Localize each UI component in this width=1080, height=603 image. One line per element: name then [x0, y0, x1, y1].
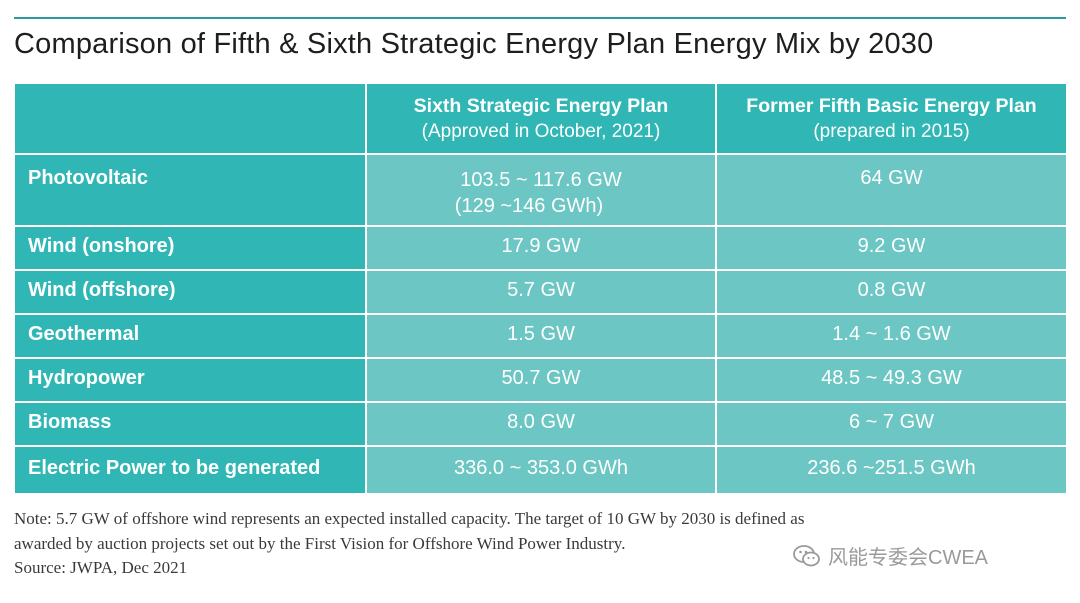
- footnote: Note: 5.7 GW of offshore wind represents…: [14, 507, 1064, 581]
- sixth-value: 336.0 ~ 353.0 GWh: [365, 445, 717, 495]
- header-fifth-title: Former Fifth Basic Energy Plan: [746, 94, 1037, 117]
- sixth-value: 17.9 GW: [365, 225, 717, 271]
- table-row: Wind (offshore) 5.7 GW 0.8 GW: [13, 269, 1068, 315]
- fifth-value: 6 ~ 7 GW: [715, 401, 1068, 447]
- sixth-value: 1.5 GW: [365, 313, 717, 359]
- fifth-value: 9.2 GW: [715, 225, 1068, 271]
- fifth-value: 64 GW: [715, 153, 1068, 227]
- header-sixth-subtitle: (Approved in October, 2021): [421, 120, 661, 142]
- energy-mix-table: Sixth Strategic Energy Plan (Approved in…: [13, 82, 1068, 495]
- sixth-value: 8.0 GW: [365, 401, 717, 447]
- note-line-2: awarded by auction projects set out by t…: [14, 533, 626, 553]
- table-row: Geothermal 1.5 GW 1.4 ~ 1.6 GW: [13, 313, 1068, 359]
- table-row: Biomass 8.0 GW 6 ~ 7 GW: [13, 401, 1068, 447]
- table-row-electric-power: Electric Power to be generated 336.0 ~ 3…: [13, 445, 1068, 495]
- sixth-value-gwh: (129 ~146 GWh): [454, 195, 604, 217]
- watermark-text: 风能专委会CWEA: [828, 547, 988, 569]
- fifth-value: 1.4 ~ 1.6 GW: [715, 313, 1068, 359]
- sixth-value: 103.5 ~ 117.6 GW (129 ~146 GWh): [365, 153, 717, 227]
- row-label: Biomass: [13, 401, 367, 447]
- header-fifth-plan: Former Fifth Basic Energy Plan (prepared…: [715, 82, 1068, 155]
- page-title: Comparison of Fifth & Sixth Strategic En…: [14, 28, 934, 60]
- sixth-value: 5.7 GW: [365, 269, 717, 315]
- fifth-value: 48.5 ~ 49.3 GW: [715, 357, 1068, 403]
- row-label: Photovoltaic: [13, 153, 367, 227]
- fifth-value: 236.6 ~251.5 GWh: [715, 445, 1068, 495]
- sixth-value: 50.7 GW: [365, 357, 717, 403]
- wechat-icon: [793, 544, 820, 566]
- fifth-value: 0.8 GW: [715, 269, 1068, 315]
- header-empty-cell: [13, 82, 367, 155]
- table-header-row: Sixth Strategic Energy Plan (Approved in…: [13, 82, 1068, 155]
- row-label: Geothermal: [13, 313, 367, 359]
- top-rule: [14, 17, 1066, 19]
- watermark: 风能专委会CWEA: [792, 541, 988, 570]
- row-label: Wind (offshore): [13, 269, 367, 315]
- table-row: Hydropower 50.7 GW 48.5 ~ 49.3 GW: [13, 357, 1068, 403]
- header-sixth-plan: Sixth Strategic Energy Plan (Approved in…: [365, 82, 717, 155]
- row-label: Electric Power to be generated: [13, 445, 367, 495]
- header-sixth-title: Sixth Strategic Energy Plan: [413, 94, 669, 117]
- row-label: Wind (onshore): [13, 225, 367, 271]
- note-line-1: Note: 5.7 GW of offshore wind represents…: [14, 509, 805, 528]
- table-row-photovoltaic: Photovoltaic 103.5 ~ 117.6 GW (129 ~146 …: [13, 153, 1068, 227]
- table-row: Wind (onshore) 17.9 GW 9.2 GW: [13, 225, 1068, 271]
- header-fifth-subtitle: (prepared in 2015): [813, 120, 970, 142]
- sixth-value-gw: 103.5 ~ 117.6 GW: [460, 169, 622, 191]
- source-line: Source: JWPA, Dec 2021: [14, 558, 188, 577]
- row-label: Hydropower: [13, 357, 367, 403]
